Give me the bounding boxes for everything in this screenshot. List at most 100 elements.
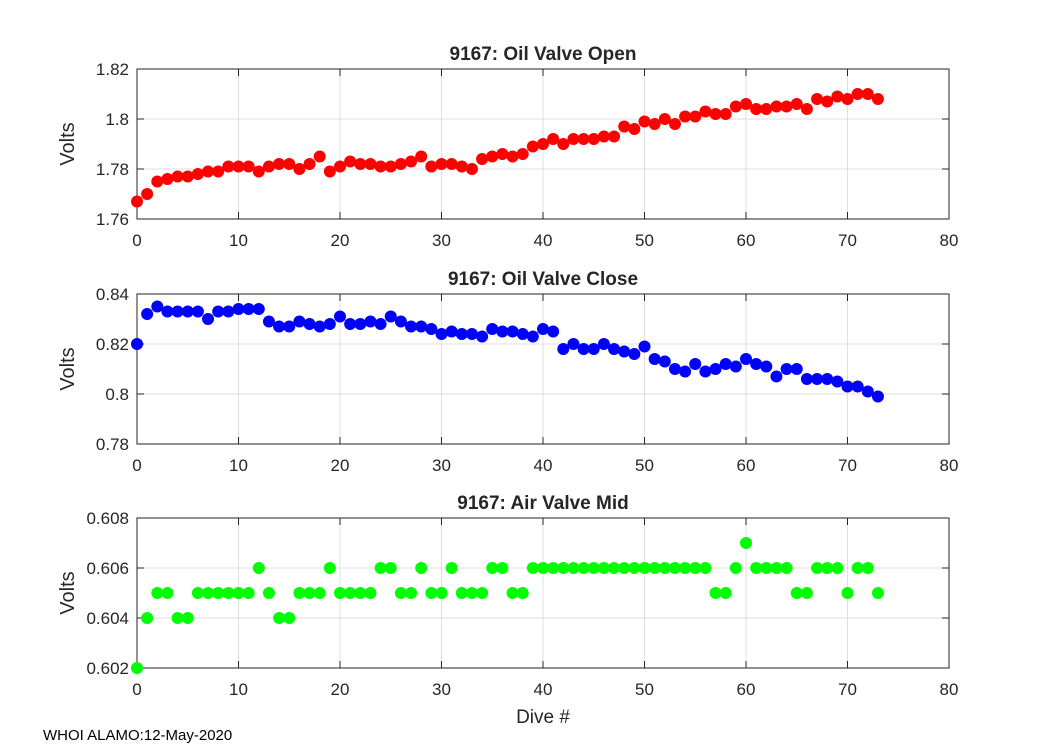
- x-tick-label: 50: [635, 456, 654, 475]
- data-point: [526, 330, 539, 343]
- data-point: [181, 305, 194, 318]
- data-point: [628, 562, 641, 574]
- data-point: [658, 562, 671, 574]
- data-point: [516, 328, 529, 340]
- x-tick-label: 70: [838, 680, 857, 699]
- data-point: [425, 160, 438, 173]
- data-point: [161, 587, 174, 599]
- data-point: [181, 612, 194, 624]
- x-tick-label: 10: [229, 456, 248, 475]
- data-point: [486, 323, 499, 335]
- data-point: [303, 318, 316, 330]
- data-point: [821, 95, 834, 108]
- data-point: [334, 587, 346, 599]
- data-point: [435, 328, 448, 340]
- data-point: [273, 158, 286, 170]
- data-point: [648, 562, 661, 574]
- data-point: [354, 158, 367, 170]
- x-tick-label: 60: [737, 680, 756, 699]
- data-point: [262, 315, 275, 328]
- data-point: [760, 103, 773, 115]
- data-point: [506, 325, 519, 338]
- data-point: [821, 562, 834, 574]
- data-point: [547, 325, 560, 338]
- data-point: [222, 587, 235, 599]
- data-point: [800, 373, 813, 385]
- data-point: [851, 562, 864, 574]
- data-point: [851, 380, 864, 393]
- data-point: [405, 587, 418, 599]
- data-point: [638, 115, 651, 128]
- data-point: [861, 385, 874, 398]
- data-series: [131, 537, 884, 674]
- chart-title: 9167: Oil Valve Close: [448, 269, 638, 290]
- data-point: [415, 320, 428, 333]
- chart-panel-oil-valve-close: 0 10 20 30 40 50 60 70 80 0.78 0.8 0.82 0.84 9167: Oi…: [57, 269, 958, 475]
- data-point: [699, 365, 712, 378]
- data-point: [618, 345, 631, 358]
- data-point: [547, 133, 560, 145]
- data-point: [537, 323, 549, 335]
- data-point: [506, 587, 519, 599]
- data-point: [232, 160, 245, 173]
- data-point: [374, 318, 387, 330]
- y-axis-label: Volts: [57, 122, 79, 165]
- data-point: [841, 93, 854, 105]
- data-point: [435, 587, 448, 599]
- data-point: [364, 158, 377, 170]
- data-point: [415, 562, 428, 574]
- data-point: [618, 562, 631, 574]
- data-point: [729, 100, 742, 113]
- data-point: [729, 562, 742, 574]
- data-point: [374, 562, 387, 574]
- data-point: [384, 310, 397, 323]
- y-tick-label: 1.78: [96, 160, 129, 179]
- data-point: [811, 93, 824, 105]
- data-point: [313, 320, 326, 333]
- data-point: [608, 562, 621, 574]
- data-point: [191, 168, 204, 180]
- data-point: [557, 138, 570, 150]
- data-point: [242, 160, 255, 173]
- data-point: [790, 363, 803, 375]
- data-point: [679, 365, 692, 378]
- data-point: [293, 587, 306, 599]
- data-point: [262, 587, 275, 599]
- data-point: [476, 330, 489, 343]
- y-axis-label: Volts: [57, 571, 79, 614]
- data-point: [283, 612, 296, 624]
- data-point: [202, 313, 215, 325]
- data-point: [526, 562, 539, 574]
- y-axis-label: Volts: [57, 347, 79, 390]
- y-tick-label: 1.76: [96, 210, 129, 229]
- data-point: [252, 165, 265, 178]
- data-point: [334, 310, 346, 323]
- data-point: [344, 587, 357, 599]
- x-tick-label: 30: [432, 680, 451, 699]
- data-point: [740, 537, 752, 549]
- data-point: [587, 562, 600, 574]
- data-point: [455, 587, 468, 599]
- data-point: [323, 165, 336, 178]
- data-point: [273, 320, 286, 333]
- data-point: [719, 358, 732, 370]
- data-point: [283, 320, 296, 333]
- data-point: [689, 110, 702, 123]
- data-point: [526, 140, 539, 153]
- x-tick-label: 70: [838, 456, 857, 475]
- data-point: [506, 150, 519, 163]
- data-point: [242, 303, 255, 315]
- x-tick-label: 60: [737, 456, 756, 475]
- data-point: [293, 163, 306, 175]
- data-point: [567, 338, 580, 350]
- data-point: [212, 587, 225, 599]
- data-point: [537, 562, 549, 574]
- x-tick-label: 80: [940, 680, 959, 699]
- x-tick-label: 40: [534, 231, 553, 250]
- y-tick-label: 0.602: [86, 659, 129, 678]
- data-point: [618, 120, 631, 133]
- data-point: [831, 375, 844, 388]
- data-point: [303, 158, 316, 170]
- data-point: [760, 360, 773, 373]
- data-point: [496, 562, 509, 574]
